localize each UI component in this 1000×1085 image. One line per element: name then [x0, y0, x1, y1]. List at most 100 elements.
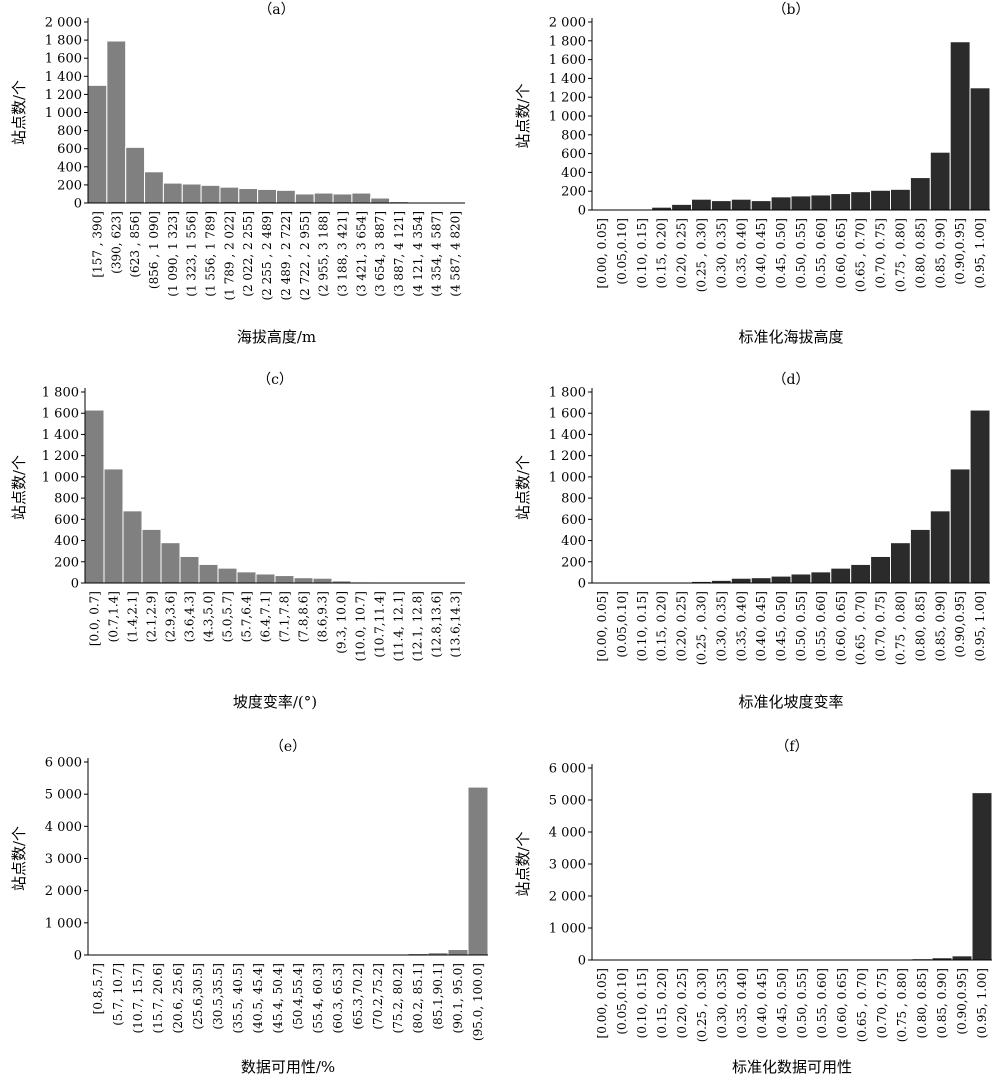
x-tick-label: (0.70, 0.75]: [875, 968, 889, 1038]
bar: [830, 193, 852, 211]
x-tick-label: (0.65 , 0.70]: [854, 218, 868, 292]
x-tick-label: (0.55, 0.60]: [814, 218, 828, 288]
x-tick-label: (5.7, 10.7]: [111, 963, 125, 1026]
x-tick-label: (0.30, 0.35]: [714, 591, 728, 661]
x-tick-label: (0.10, 0.15]: [635, 218, 649, 288]
x-axis-title: 标准化数据可用性: [732, 1058, 852, 1076]
y-tick-label: 3 000: [549, 858, 586, 873]
x-tick-label: (13.6,14.3]: [449, 591, 463, 658]
bar: [84, 409, 105, 584]
y-tick-label: 400: [54, 534, 79, 549]
x-axis-title: 海拔高度/m: [237, 328, 316, 346]
x-tick-label: (70.2,75.2]: [371, 963, 385, 1030]
x-axis-title: 坡度变率/(°): [233, 693, 317, 711]
x-tick-label: (0.20, 0.25]: [675, 591, 689, 661]
x-tick-label: (2.9,3.6]: [164, 591, 178, 642]
bar: [969, 87, 991, 211]
x-tick-label: (35.5, 40.5]: [231, 963, 245, 1033]
bar: [181, 183, 202, 204]
chart-panel-f: （f） 0 1 000 2 000 3 000 4 000 5 000 6 000 [0.00,…: [514, 739, 993, 1076]
panel-label: （b）: [773, 2, 810, 18]
x-tick-label: (7.8,8.6]: [297, 591, 311, 642]
y-tick-label: 1 400: [549, 428, 586, 443]
y-tick-label: 4 000: [45, 820, 82, 835]
x-tick-label: (0.85, 0.90]: [933, 218, 947, 288]
x-tick-label: (0.7,1.4]: [107, 591, 121, 642]
x-tick-label: (3.6,4.3]: [183, 591, 197, 642]
x-tick-label: (5.7,6.4]: [240, 591, 254, 642]
x-tick-label: (5.0,5.7]: [221, 591, 235, 642]
panel-label: （d）: [773, 372, 810, 388]
x-tick-label: (0.85, 0.90]: [933, 591, 947, 661]
x-tick-label: (0.20, 0.25]: [675, 218, 689, 288]
x-tick-label: (0.15, 0.20]: [655, 968, 669, 1038]
bar: [691, 198, 712, 211]
x-tick-label: (10.7, 15.7]: [131, 963, 145, 1033]
panel-label: （e）: [270, 739, 306, 755]
chart-panel-d: （d） 0 200 400 600 800 1 000 1 200 1 400 1 600 1 80…: [514, 372, 991, 711]
bar: [830, 567, 852, 584]
x-tick-label: (2 022, 2 255]: [241, 211, 255, 297]
y-axis-title: 站点数/个: [10, 826, 28, 891]
y-tick-label: 6 000: [549, 762, 586, 777]
bar: [351, 192, 372, 204]
y-axis-title: 站点数/个: [514, 831, 532, 896]
y-tick-label: 0: [578, 954, 586, 969]
y-tick-label: 400: [561, 534, 586, 549]
bar: [106, 40, 127, 204]
y-tick-label: 0: [74, 197, 82, 212]
x-tick-label: (12.8,13.6]: [430, 591, 444, 658]
bar: [951, 955, 973, 961]
x-tick-label: (390, 623]: [109, 211, 123, 274]
y-tick-label: 1 400: [549, 72, 586, 87]
x-tick-label: (25.6,30.5]: [191, 963, 205, 1030]
y-tick-label: 0: [578, 577, 586, 592]
bar: [909, 177, 931, 211]
x-tick-label: (0.15, 0.20]: [655, 218, 669, 288]
x-tick-label: (0.55, 0.60]: [815, 968, 829, 1038]
bar: [890, 542, 911, 584]
x-tick-label: (0.75 , 0.80]: [893, 591, 907, 665]
x-tick-label: (0.95, 1.00]: [973, 591, 987, 661]
y-tick-label: 1 400: [42, 428, 79, 443]
y-tick-label: 1 000: [549, 922, 586, 937]
x-tick-label: [0.8,5.7]: [91, 963, 105, 1014]
x-tick-label: (0.45, 0.50]: [774, 218, 788, 288]
y-tick-label: 1 800: [45, 34, 82, 49]
x-tick-label: (0.95, 1.00]: [973, 218, 987, 288]
x-tick-label: (0.25 , 0.30]: [694, 591, 708, 665]
bar: [236, 571, 257, 584]
y-tick-label: 2 000: [549, 890, 586, 905]
x-tick-label: (1 556, 1 789]: [204, 211, 218, 297]
x-tick-label: (4.3,5.0]: [202, 591, 216, 642]
x-tick-label: (2 955, 3 188]: [317, 211, 331, 297]
bar: [949, 468, 971, 584]
x-tick-label: (0.55, 0.60]: [814, 591, 828, 661]
y-tick-label: 800: [54, 492, 79, 507]
x-tick-label: (0.80, 0.85]: [913, 591, 927, 661]
x-axis-title: 标准化坡度变率: [738, 693, 843, 711]
x-tick-label: [0.0, 0.7]: [88, 591, 102, 646]
x-tick-label: (10.0, 10.7]: [354, 591, 368, 661]
x-tick-label: (65.3,70.2]: [351, 963, 365, 1030]
x-tick-label: (0.05,0.10]: [615, 968, 629, 1035]
x-tick-label: (1.4,2.1]: [126, 591, 140, 642]
x-tick-label: (0.65 , 0.70]: [854, 591, 868, 665]
y-axis-title: 站点数/个: [10, 455, 28, 520]
y-tick-label: 1 200: [549, 449, 586, 464]
bar: [294, 193, 315, 204]
bar: [750, 577, 772, 584]
bar: [810, 571, 832, 584]
y-tick-label: 6 000: [45, 756, 82, 771]
y-tick-label: 800: [561, 128, 586, 143]
y-tick-label: 2 000: [45, 884, 82, 899]
x-tick-label: (4 587, 4 820]: [449, 211, 463, 297]
x-tick-label: (0.40, 0.45]: [754, 218, 768, 288]
panel-label: （f）: [775, 739, 808, 755]
x-tick-label: (2 255 , 2 489]: [260, 211, 274, 301]
x-tick-label: (0.60, 0.65]: [835, 968, 849, 1038]
y-tick-label: 200: [57, 178, 82, 193]
x-tick-label: [0.00, 0.05]: [595, 218, 609, 288]
x-tick-label: (95.0, 100.0]: [471, 963, 485, 1041]
y-tick-label: 1 600: [42, 407, 79, 422]
